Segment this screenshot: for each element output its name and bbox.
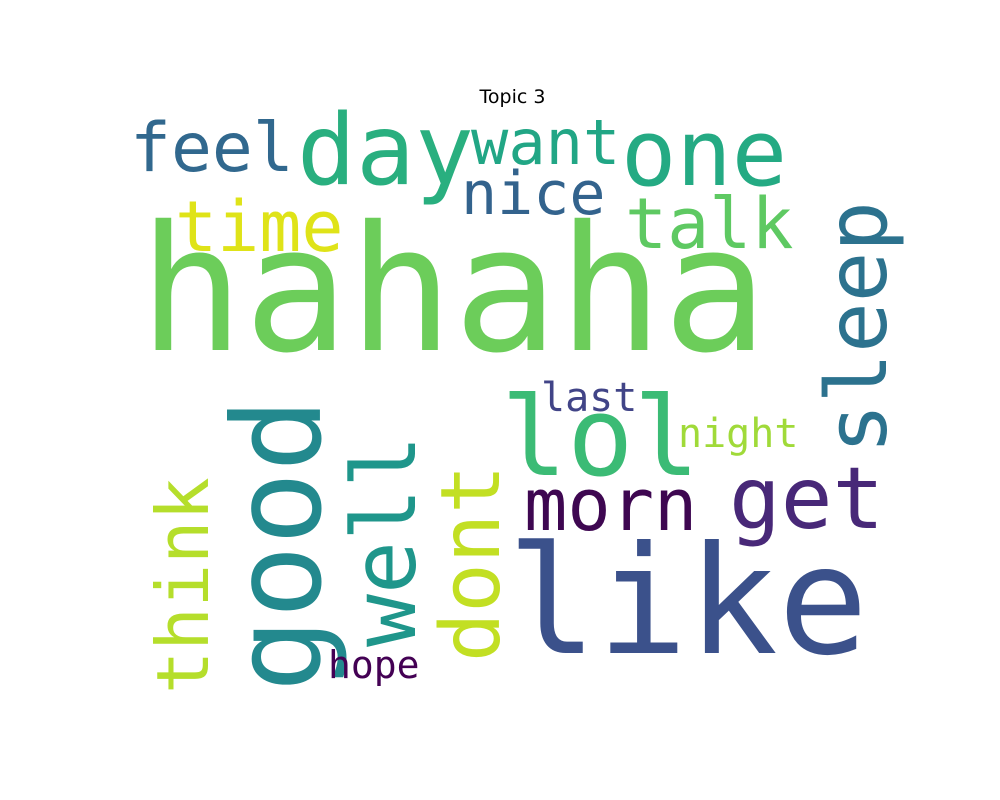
word-dont: dont [424, 464, 519, 662]
word-sleep: sleep [808, 201, 906, 454]
word-want: want [471, 106, 621, 179]
figure-title: Topic 3 [479, 86, 546, 108]
word-time: time [175, 186, 344, 268]
word-good: good [207, 398, 349, 692]
word-cloud: hahaha like good lol day one sleep well … [125, 102, 906, 694]
word-hahaha: hahaha [139, 189, 768, 392]
word-morn: morn [524, 463, 698, 547]
word-hope: hope [328, 643, 420, 687]
word-feel: feel [130, 109, 294, 188]
word-last: last [541, 375, 638, 421]
word-nice: nice [461, 159, 606, 229]
word-think: think [141, 477, 225, 694]
word-night: night [678, 411, 799, 457]
word-like: like [507, 515, 869, 689]
word-well: well [333, 435, 436, 647]
word-lol: lol [501, 373, 700, 501]
word-day: day [297, 94, 475, 208]
word-get: get [729, 449, 885, 549]
word-one: one [621, 100, 788, 207]
word-talk: talk [625, 183, 794, 265]
